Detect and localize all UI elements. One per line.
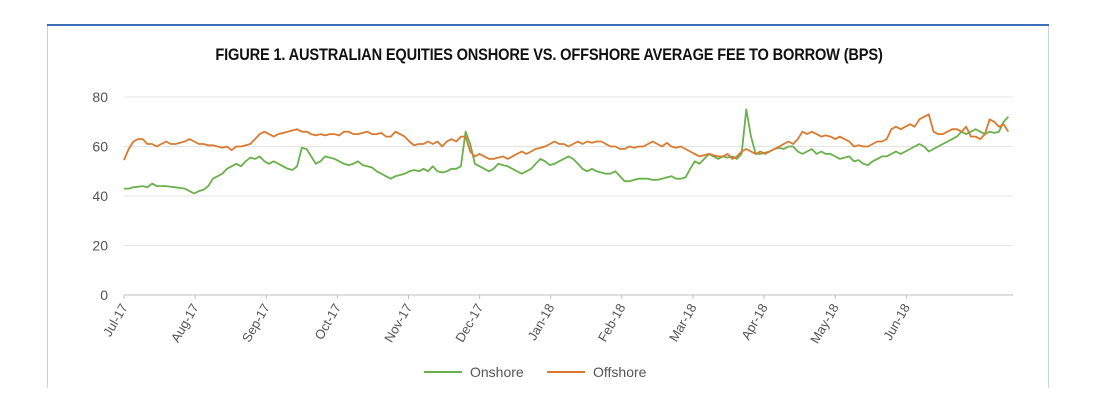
x-tick-label: Mar-18 [666, 301, 700, 344]
legend-label-onshore: Onshore [470, 364, 524, 380]
x-tick-label: Apr-18 [738, 301, 771, 342]
chart-title: FIGURE 1. AUSTRALIAN EQUITIES ONSHORE VS… [215, 45, 883, 64]
legend: Onshore Offshore [424, 364, 647, 380]
x-tick-label: Aug-17 [168, 301, 202, 345]
y-tick-label: 60 [92, 139, 108, 155]
x-tick-label: Dec-17 [452, 301, 486, 345]
x-tick-label: Feb-18 [595, 301, 629, 344]
x-tick-label: Oct-17 [311, 301, 343, 342]
x-tick-label: Jun-18 [880, 301, 913, 343]
y-tick-label: 40 [92, 188, 108, 204]
x-axis: Jul-17 Aug-17 Sep-17 Oct-17 Nov-17 Dec-17 Jan-… [100, 295, 913, 346]
series-line-offshore [123, 113, 1010, 161]
x-tick-label: Sep-17 [239, 301, 273, 345]
x-tick-label: May-18 [807, 301, 842, 346]
gridlines [124, 96, 1013, 296]
legend-label-offshore: Offshore [593, 364, 647, 380]
frame-top-rule [47, 24, 1049, 26]
x-tick-label: Jul-17 [100, 301, 131, 339]
y-tick-label: 80 [92, 89, 108, 105]
frame-right-rule [1048, 26, 1049, 388]
frame-left-rule [47, 26, 48, 388]
series-line-onshore [124, 108, 1009, 195]
x-tick-label: Nov-17 [381, 301, 415, 345]
y-tick-label: 20 [92, 238, 108, 254]
y-tick-label: 0 [100, 287, 108, 303]
x-tick-label: Jan-18 [524, 301, 557, 343]
series-lines [123, 108, 1010, 195]
y-axis-ticks: 0 20 40 60 80 [92, 89, 108, 303]
